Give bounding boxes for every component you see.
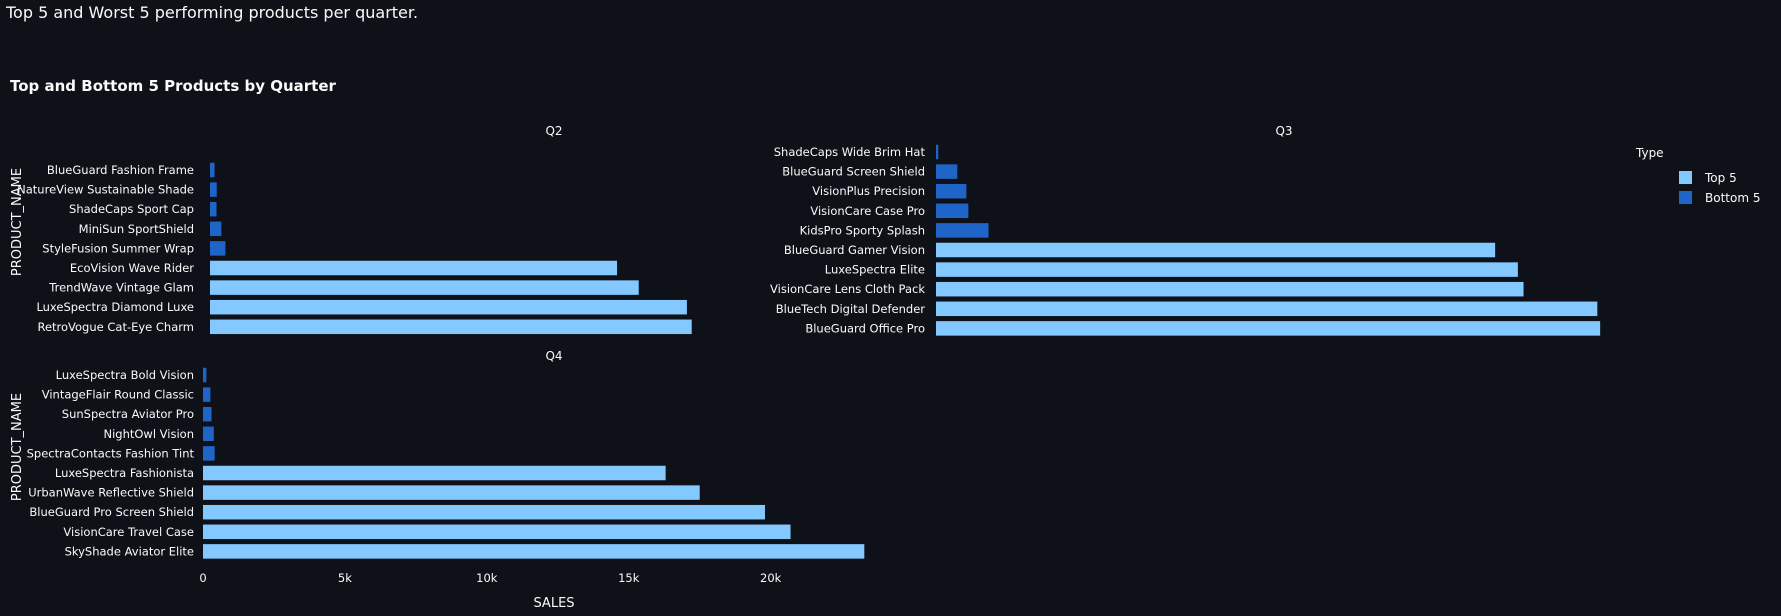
bar-q2-8[interactable] xyxy=(210,319,692,335)
y-axis-label: PRODUCT_NAME xyxy=(10,393,25,501)
category-label: UrbanWave Reflective Shield xyxy=(28,486,194,500)
bar-q3-2[interactable] xyxy=(936,183,967,199)
bar-q3-6[interactable] xyxy=(936,262,1518,277)
y-axis-label: PRODUCT_NAME xyxy=(10,168,25,276)
category-label: MiniSun SportShield xyxy=(79,222,194,236)
category-label: VisionPlus Precision xyxy=(812,184,925,198)
bar-q4-2[interactable] xyxy=(203,406,212,422)
bar-q3-5[interactable] xyxy=(936,242,1496,258)
x-tick-label: 0 xyxy=(199,571,206,585)
legend-swatch-1[interactable] xyxy=(1679,191,1692,204)
bar-q2-5[interactable] xyxy=(210,260,618,276)
category-label: StyleFusion Summer Wrap xyxy=(42,241,194,255)
category-label: KidsPro Sporty Splash xyxy=(800,223,925,237)
x-axis-label: SALES xyxy=(533,596,574,611)
category-label: NatureView Sustainable Shade xyxy=(17,183,194,197)
category-label: SkyShade Aviator Elite xyxy=(65,544,194,558)
bar-q2-1[interactable] xyxy=(210,182,217,197)
category-label: RetroVogue Cat-Eye Charm xyxy=(37,320,194,334)
x-tick-label: 10k xyxy=(476,571,498,585)
bar-q3-9[interactable] xyxy=(936,321,1601,336)
category-label: BlueGuard Pro Screen Shield xyxy=(29,505,194,519)
category-label: BlueGuard Screen Shield xyxy=(782,165,925,179)
panel-title-q4: Q4 xyxy=(545,349,562,363)
category-label: ShadeCaps Wide Brim Hat xyxy=(774,145,926,159)
panel-title-q3: Q3 xyxy=(1275,124,1292,138)
category-label: ShadeCaps Sport Cap xyxy=(69,202,194,216)
panel-title-q2: Q2 xyxy=(545,124,562,138)
category-label: TrendWave Vintage Glam xyxy=(48,281,194,295)
bar-q4-9[interactable] xyxy=(203,544,865,559)
chart-title: Top and Bottom 5 Products by Quarter xyxy=(10,77,337,95)
legend-label-0[interactable]: Top 5 xyxy=(1704,171,1737,185)
category-label: LuxeSpectra Fashionista xyxy=(55,466,194,480)
category-label: VisionCare Travel Case xyxy=(63,525,194,539)
bar-q3-3[interactable] xyxy=(936,203,969,219)
bar-q4-1[interactable] xyxy=(203,387,211,402)
bar-q2-0[interactable] xyxy=(210,162,215,178)
category-label: VisionCare Case Pro xyxy=(810,204,925,218)
bar-q4-6[interactable] xyxy=(203,485,700,500)
category-label: LuxeSpectra Bold Vision xyxy=(56,368,194,382)
bar-q3-0[interactable] xyxy=(936,144,939,160)
bar-q4-5[interactable] xyxy=(203,465,666,481)
bar-q3-8[interactable] xyxy=(936,301,1598,317)
bar-q3-4[interactable] xyxy=(936,223,989,238)
x-tick-label: 20k xyxy=(760,571,782,585)
legend-swatch-0[interactable] xyxy=(1679,171,1692,184)
category-label: BlueGuard Fashion Frame xyxy=(47,163,194,177)
category-label: LuxeSpectra Elite xyxy=(825,263,925,277)
bar-q2-6[interactable] xyxy=(210,280,639,295)
category-label: LuxeSpectra Diamond Luxe xyxy=(36,300,194,314)
category-label: VisionCare Lens Cloth Pack xyxy=(770,282,925,296)
x-tick-label: 5k xyxy=(338,571,352,585)
bar-q4-7[interactable] xyxy=(203,504,765,520)
bar-q2-4[interactable] xyxy=(210,241,226,256)
bar-q3-1[interactable] xyxy=(936,164,958,179)
category-label: BlueGuard Gamer Vision xyxy=(784,243,925,257)
bar-q3-7[interactable] xyxy=(936,281,1524,297)
bar-q4-3[interactable] xyxy=(203,426,214,442)
bar-q2-3[interactable] xyxy=(210,221,222,237)
bar-q4-8[interactable] xyxy=(203,524,791,540)
category-label: SunSpectra Aviator Pro xyxy=(62,407,194,421)
category-label: BlueTech Digital Defender xyxy=(776,302,926,316)
bar-q4-0[interactable] xyxy=(203,367,207,383)
legend-title: Type xyxy=(1635,146,1664,160)
bar-q4-4[interactable] xyxy=(203,446,215,461)
category-label: NightOwl Vision xyxy=(103,427,194,441)
category-label: SpectraContacts Fashion Tint xyxy=(27,446,195,460)
page-caption: Top 5 and Worst 5 performing products pe… xyxy=(6,3,419,22)
bar-q2-2[interactable] xyxy=(210,201,217,217)
bar-q2-7[interactable] xyxy=(210,299,687,315)
legend-label-1[interactable]: Bottom 5 xyxy=(1705,191,1760,205)
category-label: VintageFlair Round Classic xyxy=(42,388,194,402)
category-label: BlueGuard Office Pro xyxy=(805,321,925,335)
x-tick-label: 15k xyxy=(618,571,640,585)
category-label: EcoVision Wave Rider xyxy=(70,261,194,275)
